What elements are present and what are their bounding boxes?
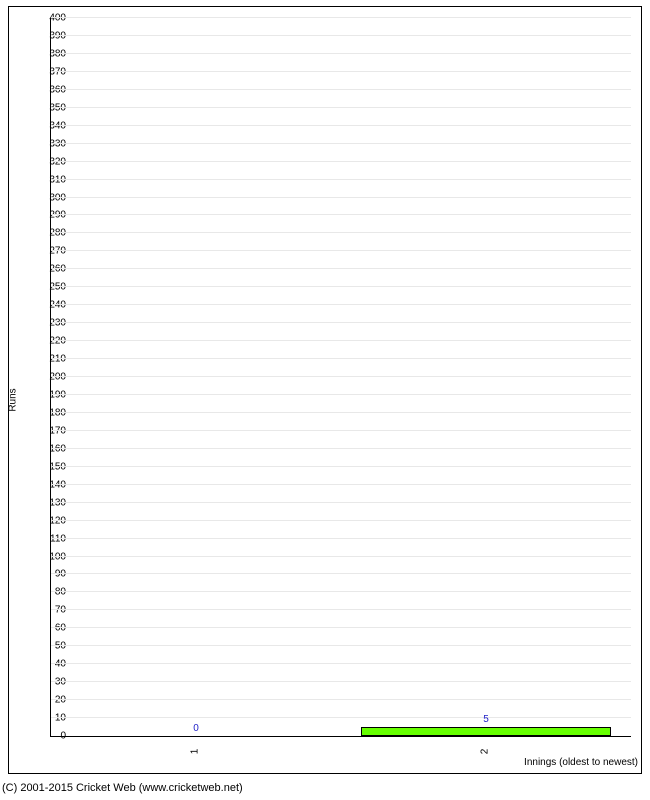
gridline xyxy=(51,502,631,503)
gridline xyxy=(51,268,631,269)
gridline xyxy=(51,125,631,126)
gridline xyxy=(51,161,631,162)
gridline xyxy=(51,286,631,287)
gridline xyxy=(51,412,631,413)
x-tick-label: 1 xyxy=(190,749,201,755)
chart-container: Runs 01020304050607080901001101201301401… xyxy=(0,0,650,800)
x-axis-label: Innings (oldest to newest) xyxy=(524,757,638,768)
gridline xyxy=(51,699,631,700)
gridline xyxy=(51,340,631,341)
gridline xyxy=(51,556,631,557)
y-axis-label: Runs xyxy=(8,388,19,411)
bar xyxy=(361,727,610,736)
gridline xyxy=(51,53,631,54)
gridline xyxy=(51,430,631,431)
plot-area: 05 xyxy=(50,18,631,737)
gridline xyxy=(51,520,631,521)
gridline xyxy=(51,250,631,251)
gridline xyxy=(51,609,631,610)
gridline xyxy=(51,197,631,198)
gridline xyxy=(51,573,631,574)
gridline xyxy=(51,322,631,323)
gridline xyxy=(51,591,631,592)
copyright-text: (C) 2001-2015 Cricket Web (www.cricketwe… xyxy=(2,782,243,794)
gridline xyxy=(51,71,631,72)
gridline xyxy=(51,681,631,682)
gridline xyxy=(51,663,631,664)
gridline xyxy=(51,89,631,90)
gridline xyxy=(51,358,631,359)
gridline xyxy=(51,466,631,467)
gridline xyxy=(51,538,631,539)
gridline xyxy=(51,143,631,144)
gridline xyxy=(51,232,631,233)
gridline xyxy=(51,107,631,108)
gridline xyxy=(51,717,631,718)
bar-value-label: 5 xyxy=(483,714,489,725)
gridline xyxy=(51,214,631,215)
gridline xyxy=(51,35,631,36)
bar-value-label: 0 xyxy=(193,723,199,734)
gridline xyxy=(51,627,631,628)
gridline xyxy=(51,179,631,180)
gridline xyxy=(51,304,631,305)
x-tick-label: 2 xyxy=(480,749,491,755)
gridline xyxy=(51,394,631,395)
gridline xyxy=(51,17,631,18)
gridline xyxy=(51,448,631,449)
gridline xyxy=(51,484,631,485)
gridline xyxy=(51,645,631,646)
gridline xyxy=(51,376,631,377)
